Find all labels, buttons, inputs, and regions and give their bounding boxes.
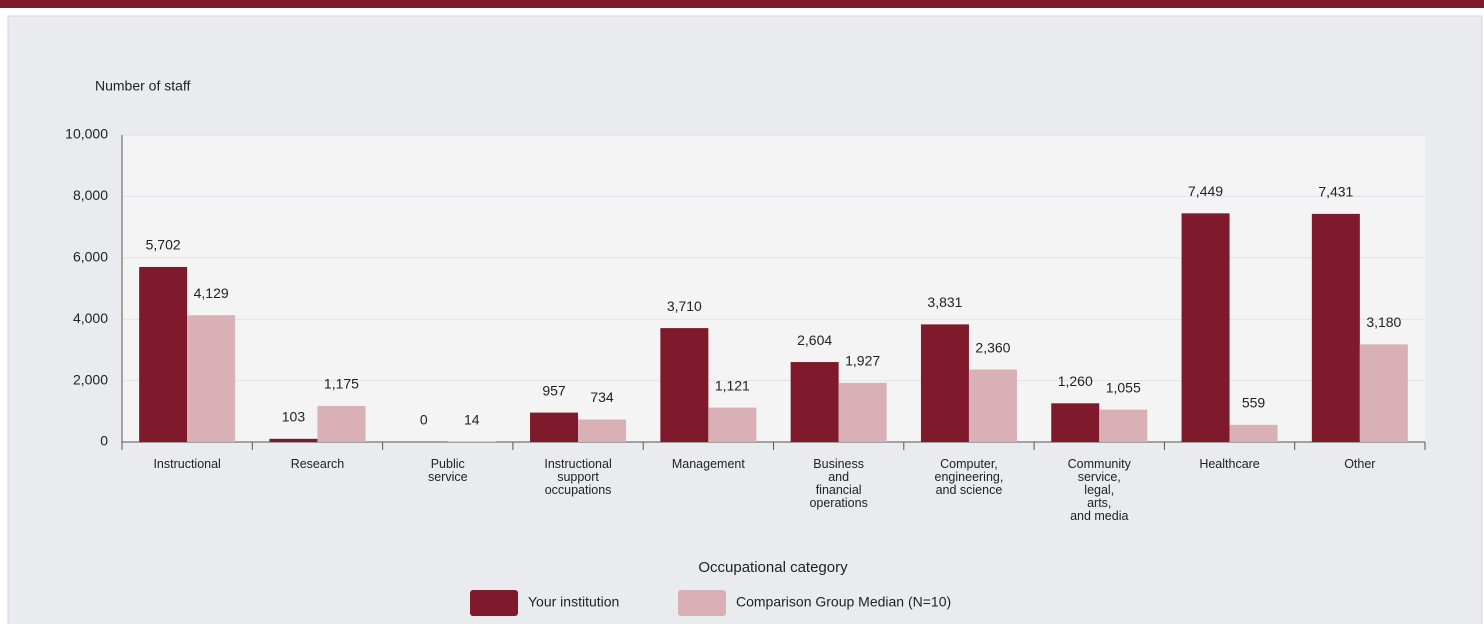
x-tick-label: Computer, engineering, and science [935, 457, 1004, 497]
x-tick-label-line: and media [1070, 509, 1128, 523]
bar [790, 362, 839, 442]
x-tick-label-line: service [428, 470, 468, 484]
bar [1051, 403, 1100, 442]
value-label: 5,702 [146, 237, 181, 253]
value-label: 2,360 [975, 339, 1010, 355]
value-label: 14 [464, 411, 480, 427]
x-tick-label: Other [1344, 457, 1375, 471]
x-tick-label-line: service, [1078, 470, 1121, 484]
x-tick-label-line: legal, [1084, 483, 1114, 497]
x-tick-label-line: Community [1068, 457, 1132, 471]
x-tick-label: Community service, legal, arts, and media [1068, 457, 1132, 523]
x-tick-label-line: Management [672, 457, 745, 471]
bar [1311, 213, 1360, 442]
bar [578, 419, 627, 442]
value-label: 4,129 [194, 285, 229, 301]
value-label: 559 [1242, 395, 1266, 411]
value-label: 734 [590, 389, 614, 405]
x-tick-label: Instructional [153, 457, 220, 471]
y-tick-label: 10,000 [65, 126, 108, 142]
x-tick-label-line: financial [816, 483, 862, 497]
y-tick-label: 0 [100, 433, 108, 449]
x-tick-label-line: Research [291, 457, 345, 471]
legend-label: Your institution [528, 594, 619, 610]
bar [1359, 344, 1408, 442]
x-tick-label: Research [291, 457, 345, 471]
value-label: 7,449 [1188, 183, 1223, 199]
value-label: 1,175 [324, 376, 359, 392]
bar [968, 369, 1017, 442]
x-tick-label-line: Other [1344, 457, 1375, 471]
value-label: 1,121 [715, 377, 750, 393]
value-label: 103 [282, 409, 306, 425]
bar [920, 324, 969, 442]
value-label: 3,180 [1366, 314, 1401, 330]
value-label: 7,431 [1318, 184, 1353, 200]
x-tick-label-line: Business [813, 457, 864, 471]
x-tick-label: Healthcare [1199, 457, 1259, 471]
x-tick-label-line: occupations [545, 483, 612, 497]
x-tick-label: Business and financial operations [809, 457, 867, 510]
bar [1099, 409, 1148, 442]
y-axis-title: Number of staff [95, 78, 191, 94]
legend-label: Comparison Group Median (N=10) [736, 594, 951, 610]
value-label: 1,260 [1058, 373, 1093, 389]
value-label: 3,831 [927, 294, 962, 310]
value-label: 2,604 [797, 332, 832, 348]
x-tick-label: Public service [428, 457, 468, 484]
x-tick-label-line: and [828, 470, 849, 484]
x-tick-label-line: support [557, 470, 599, 484]
y-tick-label: 8,000 [73, 187, 108, 203]
bar [317, 405, 366, 442]
x-tick-label: Instructional support occupations [544, 457, 611, 497]
bar [708, 407, 757, 442]
legend-swatch [678, 590, 726, 616]
x-tick-label-line: Public [431, 457, 465, 471]
bar [1181, 213, 1230, 442]
x-tick-label-line: Computer, [940, 457, 998, 471]
x-tick-label-line: and science [936, 483, 1003, 497]
value-label: 3,710 [667, 298, 702, 314]
x-tick-label-line: Instructional [153, 457, 220, 471]
bar [838, 382, 887, 442]
bar [530, 412, 579, 442]
legend-swatch [470, 590, 518, 616]
y-tick-label: 4,000 [73, 310, 108, 326]
x-tick-label-line: operations [809, 496, 867, 510]
bar [269, 438, 318, 442]
value-label: 957 [542, 382, 566, 398]
x-tick-label-line: engineering, [935, 470, 1004, 484]
x-tick-label-line: Healthcare [1199, 457, 1259, 471]
y-tick-label: 6,000 [73, 249, 108, 265]
y-tick-label: 2,000 [73, 371, 108, 387]
x-tick-label-line: Instructional [544, 457, 611, 471]
bar [139, 266, 188, 442]
value-label: 0 [420, 412, 428, 428]
bar [187, 315, 236, 442]
value-label: 1,927 [845, 353, 880, 369]
bar [660, 328, 709, 442]
value-label: 1,055 [1106, 379, 1141, 395]
x-tick-label-line: arts, [1087, 496, 1111, 510]
top-bar [0, 0, 1484, 8]
x-tick-label: Management [672, 457, 745, 471]
bar [1229, 424, 1278, 442]
x-axis-title: Occupational category [698, 559, 848, 576]
